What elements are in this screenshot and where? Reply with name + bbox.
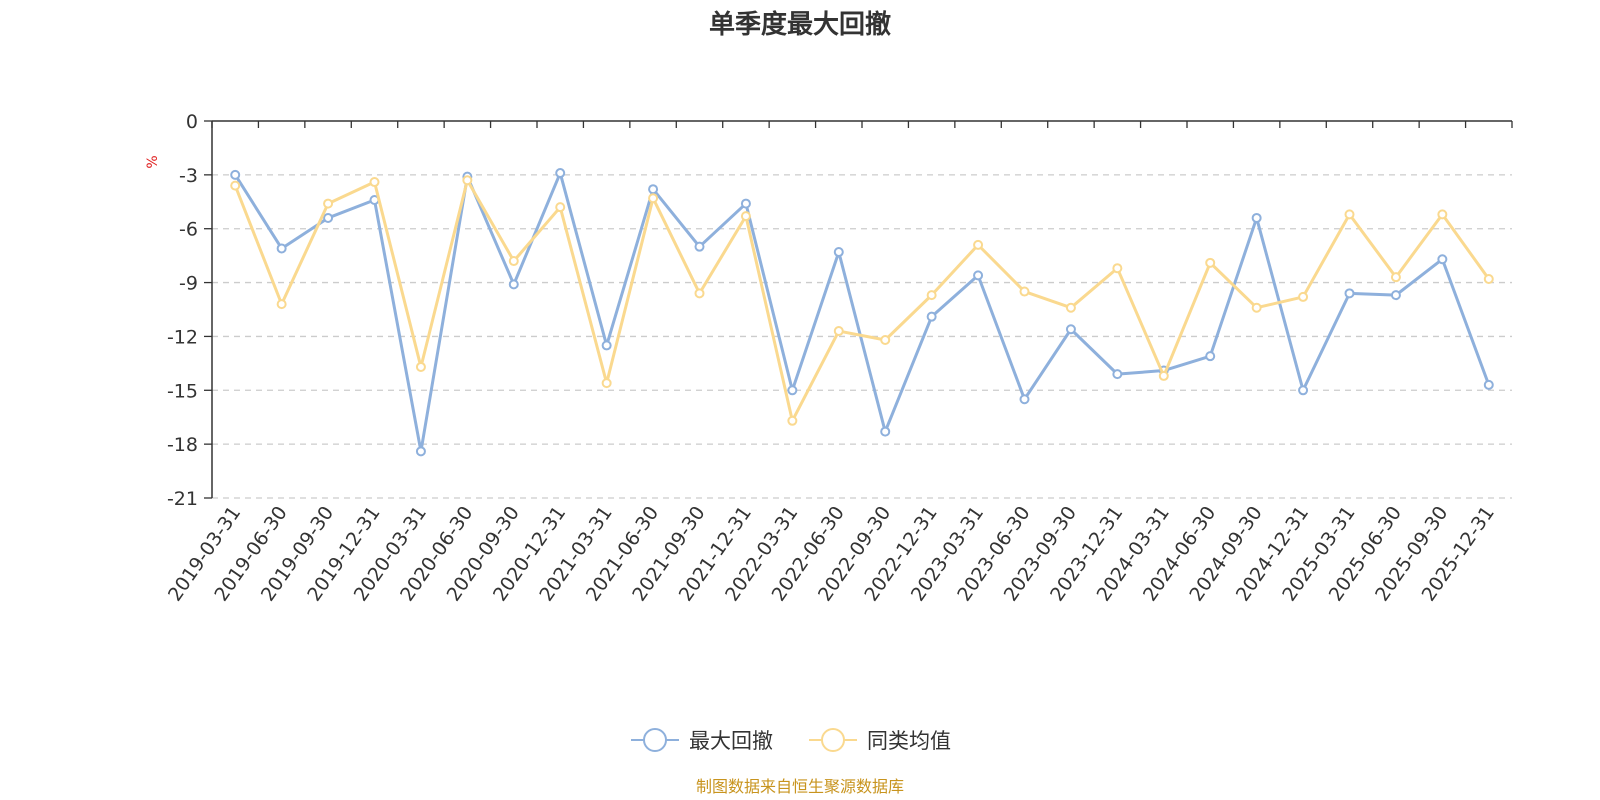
data-point bbox=[1390, 272, 1401, 283]
data-point bbox=[1251, 212, 1262, 223]
data-point bbox=[230, 169, 241, 180]
data-point bbox=[1437, 254, 1448, 265]
data-point bbox=[1344, 209, 1355, 220]
data-point bbox=[1065, 302, 1076, 313]
data-point bbox=[601, 378, 612, 389]
data-point bbox=[1344, 288, 1355, 299]
data-point bbox=[1019, 286, 1030, 297]
data-point bbox=[740, 211, 751, 222]
data-point bbox=[926, 290, 937, 301]
legend-marker bbox=[643, 728, 667, 752]
legend-label: 最大回撤 bbox=[689, 729, 773, 753]
source-note: 制图数据来自恒生聚源数据库 bbox=[696, 777, 904, 796]
legend-label: 同类均值 bbox=[867, 729, 951, 753]
data-point bbox=[369, 177, 380, 188]
y-tick-label: -12 bbox=[167, 326, 198, 348]
y-tick-label: 0 bbox=[186, 111, 198, 133]
data-point bbox=[973, 239, 984, 250]
data-point bbox=[555, 168, 566, 179]
data-point bbox=[1205, 351, 1216, 362]
series-line bbox=[233, 171, 1491, 453]
data-point bbox=[1112, 263, 1123, 274]
data-point bbox=[555, 202, 566, 213]
data-point bbox=[648, 184, 659, 195]
data-point bbox=[1483, 273, 1494, 284]
data-point bbox=[508, 256, 519, 267]
data-point bbox=[926, 311, 937, 322]
data-point bbox=[880, 335, 891, 346]
legend: 最大回撤 同类均值 bbox=[631, 728, 951, 753]
data-point bbox=[1205, 257, 1216, 268]
y-tick-label: -6 bbox=[179, 219, 198, 241]
y-tick-label: -9 bbox=[179, 273, 198, 295]
data-point bbox=[323, 198, 334, 209]
data-point bbox=[1437, 209, 1448, 220]
data-point bbox=[230, 180, 241, 191]
y-tick-label: -21 bbox=[167, 488, 198, 510]
x-axis-ticks: 2019-03-312019-06-302019-09-302019-12-31… bbox=[164, 121, 1513, 605]
data-point bbox=[833, 247, 844, 258]
y-axis-unit: % bbox=[145, 155, 161, 168]
data-point bbox=[276, 243, 287, 254]
series-layer bbox=[230, 168, 1494, 457]
y-tick-label: -18 bbox=[167, 434, 198, 456]
data-point bbox=[1065, 324, 1076, 335]
data-point bbox=[323, 212, 334, 223]
data-point bbox=[601, 340, 612, 351]
data-point bbox=[1483, 379, 1494, 390]
data-point bbox=[973, 270, 984, 281]
data-point bbox=[694, 241, 705, 252]
data-point bbox=[694, 288, 705, 299]
data-point bbox=[1390, 290, 1401, 301]
y-tick-label: -3 bbox=[179, 165, 198, 187]
y-tick-label: -15 bbox=[167, 380, 198, 402]
legend-item[interactable]: 同类均值 bbox=[809, 728, 951, 753]
data-point bbox=[1019, 394, 1030, 405]
series-1 bbox=[230, 168, 1494, 457]
legend-item[interactable]: 最大回撤 bbox=[631, 728, 773, 753]
data-point bbox=[1298, 291, 1309, 302]
data-point bbox=[462, 175, 473, 186]
data-point bbox=[787, 385, 798, 396]
y-axis-ticks: 0 -3 -6 -9 -12 -15 -18 -21 bbox=[167, 111, 212, 510]
data-point bbox=[1112, 369, 1123, 380]
data-point bbox=[1158, 370, 1169, 381]
data-point bbox=[787, 415, 798, 426]
data-point bbox=[648, 193, 659, 204]
data-point bbox=[740, 198, 751, 209]
data-point bbox=[276, 299, 287, 310]
legend-marker bbox=[821, 728, 845, 752]
series-line bbox=[233, 178, 1491, 423]
data-point bbox=[833, 326, 844, 337]
data-point bbox=[1298, 385, 1309, 396]
data-point bbox=[508, 279, 519, 290]
data-point bbox=[415, 361, 426, 372]
series-2 bbox=[230, 175, 1494, 426]
data-point bbox=[415, 446, 426, 457]
chart-title: 单季度最大回撤 bbox=[709, 9, 891, 40]
data-point bbox=[880, 426, 891, 437]
data-point bbox=[1251, 302, 1262, 313]
